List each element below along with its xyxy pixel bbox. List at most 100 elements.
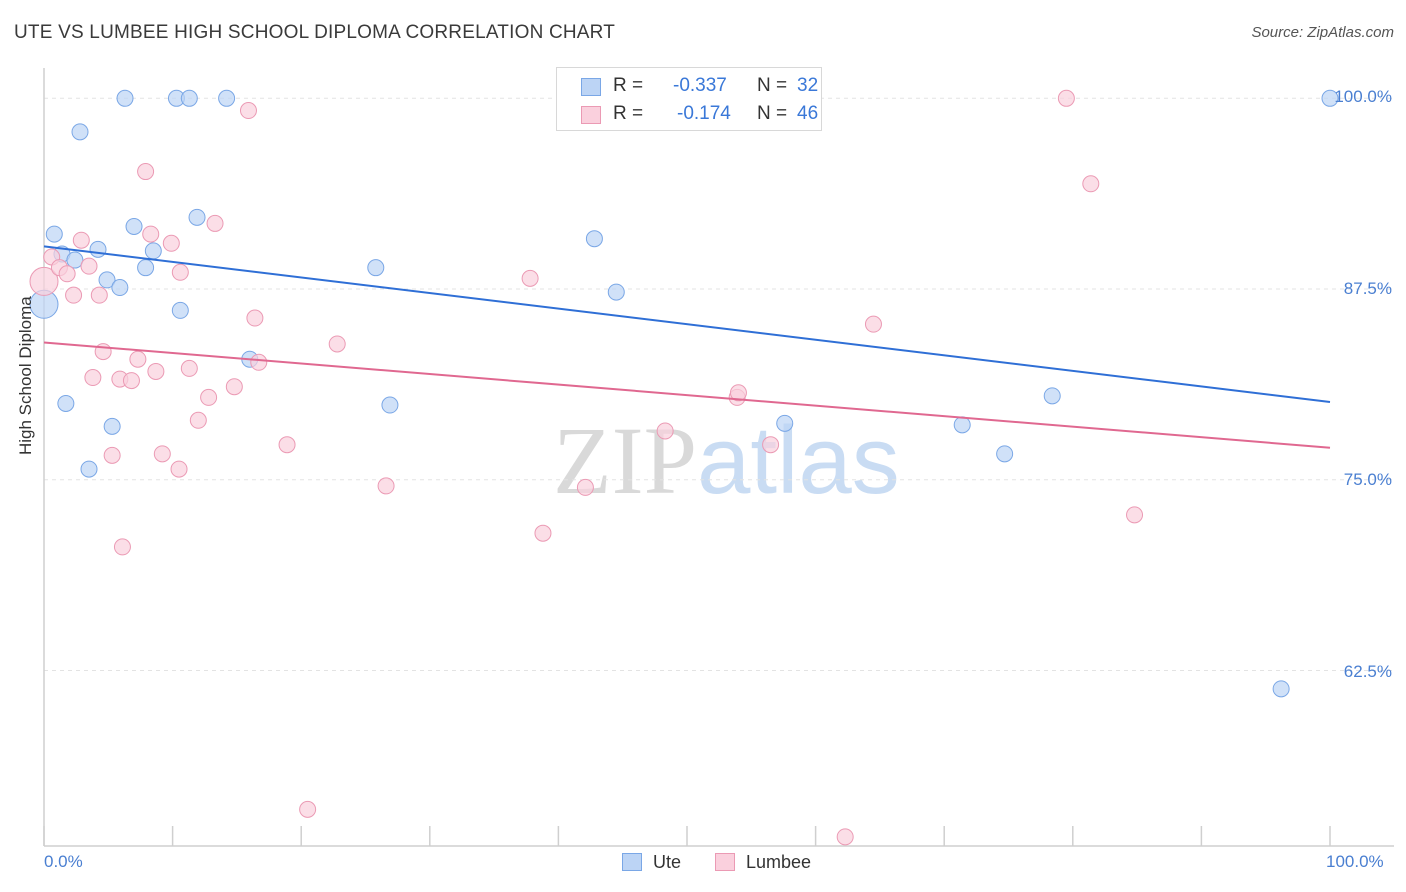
watermark: ZIPatlas (553, 405, 900, 516)
lumbee-point (200, 388, 218, 406)
ute-points (29, 89, 1339, 698)
ute-r-value: -0.337 (673, 75, 727, 96)
legend-ute-label: Ute (653, 852, 682, 872)
ute-n-value: 32 (797, 75, 819, 96)
lumbee-point (90, 286, 108, 304)
ute-point (80, 460, 98, 478)
ute-point (98, 271, 116, 289)
lumbee-point (534, 524, 552, 542)
lumbee-point (729, 384, 747, 402)
lumbee-point (1126, 506, 1144, 524)
lumbee-swatch (581, 106, 601, 124)
lumbee-r-value: -0.174 (677, 103, 731, 124)
lumbee-point (762, 436, 780, 454)
lumbee-r-label: R = (613, 103, 644, 124)
lumbee-point (80, 257, 98, 275)
ute-point (137, 259, 155, 277)
lumbee-trend-line (43, 341, 1331, 449)
watermark-zip: ZIP (553, 407, 697, 514)
lumbee-point (521, 269, 539, 287)
ute-point (1043, 387, 1061, 405)
y-axis-label: High School Diploma (16, 296, 35, 455)
lumbee-point (170, 460, 188, 478)
ute-point (171, 301, 189, 319)
lumbee-point (246, 309, 264, 327)
ute-r-label: R = (613, 75, 644, 96)
ute-point (111, 279, 129, 297)
ute-point (71, 123, 89, 141)
lumbee-point (328, 335, 346, 353)
ute-point (89, 240, 107, 258)
lumbee-point (113, 538, 131, 556)
lumbee-n-value: 46 (797, 103, 819, 124)
lumbee-points (29, 89, 1144, 846)
lumbee-point (864, 315, 882, 333)
ute-point (776, 414, 794, 432)
lumbee-point (1057, 89, 1075, 107)
lumbee-point (836, 828, 854, 846)
ute-point (218, 89, 236, 107)
ute-swatch (581, 78, 601, 96)
y-tick-label-62-5: 62.5% (1343, 662, 1392, 681)
lumbee-point (1082, 175, 1100, 193)
ute-point (585, 230, 603, 248)
ute-point (125, 217, 143, 235)
watermark-atlas: atlas (697, 407, 900, 514)
ute-point (381, 396, 399, 414)
lumbee-point (142, 225, 160, 243)
lumbee-point (122, 372, 140, 390)
ute-point (116, 89, 134, 107)
ute-point (188, 208, 206, 226)
ute-point (144, 242, 162, 260)
chart-title: UTE VS LUMBEE HIGH SCHOOL DIPLOMA CORREL… (14, 22, 616, 43)
source-credit: Source: ZipAtlas.com (1251, 24, 1394, 41)
ute-point (1272, 680, 1290, 698)
axes (43, 68, 1394, 847)
ute-trend-line (43, 245, 1331, 403)
lumbee-point (129, 350, 147, 368)
lumbee-point (137, 163, 155, 181)
lumbee-point (65, 286, 83, 304)
ute-point (45, 225, 63, 243)
lumbee-point (58, 265, 76, 283)
lumbee-point (225, 378, 243, 396)
ute-n-label: N = (757, 75, 788, 96)
lumbee-n-label: N = (757, 103, 788, 124)
lumbee-point (299, 800, 317, 818)
lumbee-point (656, 422, 674, 440)
lumbee-point (239, 102, 257, 120)
ute-point (180, 89, 198, 107)
lumbee-point (250, 353, 268, 371)
legend-ute-swatch (622, 853, 642, 871)
ute-point (66, 251, 84, 269)
legend-lumbee-swatch (715, 853, 735, 871)
lumbee-point (147, 362, 165, 380)
ute-point (57, 394, 75, 412)
lumbee-point (171, 263, 189, 281)
correlation-stats-box: R = -0.337 N = 32 R = -0.174 N = 46 (556, 67, 822, 131)
lumbee-point (576, 478, 594, 496)
ute-point (103, 417, 121, 435)
lumbee-point (84, 369, 102, 387)
lumbee-point (206, 214, 224, 232)
ute-point (607, 283, 625, 301)
lumbee-point (180, 359, 198, 377)
trend-lines (43, 245, 1331, 449)
lumbee-point (103, 446, 121, 464)
lumbee-point (278, 436, 296, 454)
lumbee-point (72, 231, 90, 249)
lumbee-point (153, 445, 171, 463)
y-tick-label-100: 100.0% (1334, 87, 1392, 106)
y-tick-label-87-5: 87.5% (1343, 279, 1392, 298)
legend-lumbee-label: Lumbee (746, 852, 812, 872)
ute-point (953, 416, 971, 434)
lumbee-point (189, 411, 207, 429)
x-tick-label-100: 100.0% (1326, 852, 1384, 871)
lumbee-point (29, 266, 59, 296)
y-tick-label-75: 75.0% (1343, 470, 1392, 489)
ute-point (996, 445, 1014, 463)
ute-point (1321, 89, 1339, 107)
ute-point (367, 259, 385, 277)
x-tick-label-0: 0.0% (44, 852, 83, 871)
